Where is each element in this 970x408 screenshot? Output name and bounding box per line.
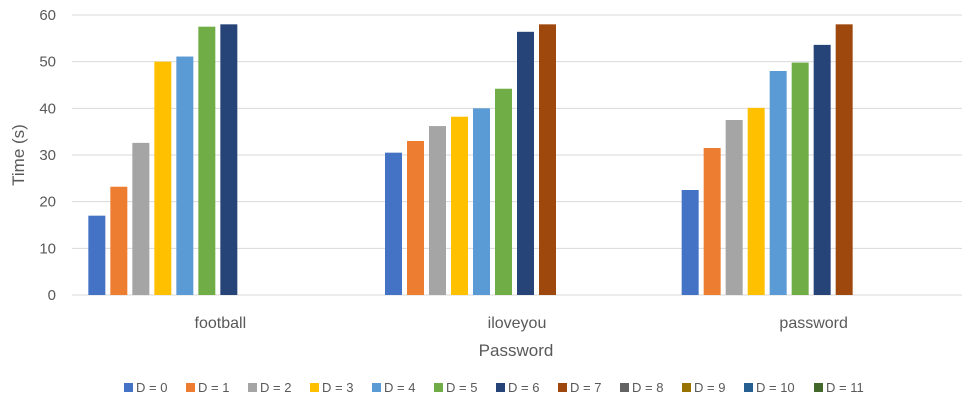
bar-d-7-password bbox=[835, 24, 853, 295]
legend-swatch bbox=[496, 383, 505, 392]
x-category-label: password bbox=[779, 315, 847, 332]
x-category-label: iloveyou bbox=[488, 315, 547, 332]
legend-swatch bbox=[434, 383, 443, 392]
legend-label: D = 6 bbox=[508, 380, 539, 395]
bar-d-5-iloveyou bbox=[495, 88, 512, 295]
legend-label: D = 5 bbox=[446, 380, 477, 395]
bar-d-2-password bbox=[725, 120, 743, 295]
legend-swatch bbox=[620, 383, 629, 392]
bar-d-0-iloveyou bbox=[385, 152, 402, 295]
bar-d-2-football bbox=[132, 142, 150, 295]
legend-label: D = 4 bbox=[384, 380, 415, 395]
legend-swatch bbox=[248, 383, 257, 392]
legend-label: D = 3 bbox=[322, 380, 353, 395]
bar-d-3-iloveyou bbox=[451, 116, 468, 295]
legend-label: D = 1 bbox=[198, 380, 229, 395]
legend-label: D = 2 bbox=[260, 380, 291, 395]
bar-d-1-football bbox=[110, 186, 128, 295]
bar-d-4-password bbox=[769, 71, 787, 295]
y-tick-label: 30 bbox=[39, 147, 56, 164]
y-tick-label: 10 bbox=[39, 240, 56, 257]
bar-d-1-iloveyou bbox=[407, 141, 424, 295]
bar-d-5-password bbox=[791, 62, 809, 295]
y-tick-label: 20 bbox=[39, 194, 56, 211]
bar-d-6-football bbox=[220, 24, 238, 295]
legend-label: D = 10 bbox=[756, 380, 795, 395]
legend-swatch bbox=[372, 383, 381, 392]
bar-d-2-iloveyou bbox=[429, 126, 446, 295]
y-axis-title: Time (s) bbox=[9, 124, 28, 186]
legend-swatch bbox=[682, 383, 691, 392]
bar-d-5-football bbox=[198, 26, 216, 296]
legend: D = 0 D = 1 D = 2 D = 3 D = 4 D = 5 D = 6 D = 7… bbox=[124, 380, 864, 395]
bar-d-4-football bbox=[176, 56, 194, 296]
legend-label: D = 8 bbox=[632, 380, 663, 395]
legend-label: D = 7 bbox=[570, 380, 601, 395]
bar-d-1-password bbox=[703, 148, 721, 295]
y-tick-label: 0 bbox=[48, 287, 56, 304]
legend-swatch bbox=[310, 383, 319, 392]
y-tick-label: 50 bbox=[39, 54, 56, 71]
y-tick-label: 60 bbox=[39, 7, 56, 24]
legend-swatch bbox=[186, 383, 195, 392]
axes: 0 10 20 30 40 50 60 football iloveyou password bbox=[39, 7, 848, 332]
bar-d-7-iloveyou bbox=[539, 24, 556, 295]
bar-d-3-password bbox=[747, 107, 765, 295]
y-tick-label: 40 bbox=[39, 100, 56, 117]
bar-d-3-football bbox=[154, 61, 172, 295]
x-axis-title: Password bbox=[479, 341, 554, 360]
bar-d-6-password bbox=[813, 44, 831, 295]
bar-d-0-football bbox=[88, 215, 106, 295]
bars bbox=[88, 24, 853, 296]
x-category-label: football bbox=[195, 315, 247, 332]
legend-label: D = 0 bbox=[136, 380, 167, 395]
legend-label: D = 11 bbox=[826, 380, 864, 395]
legend-swatch bbox=[558, 383, 567, 392]
bar-d-6-iloveyou bbox=[517, 31, 534, 296]
legend-swatch bbox=[124, 383, 133, 392]
legend-label: D = 9 bbox=[694, 380, 725, 395]
legend-swatch bbox=[744, 383, 753, 392]
bar-d-0-password bbox=[681, 190, 699, 295]
legend-swatch bbox=[814, 383, 823, 392]
bar-d-4-iloveyou bbox=[473, 108, 490, 295]
